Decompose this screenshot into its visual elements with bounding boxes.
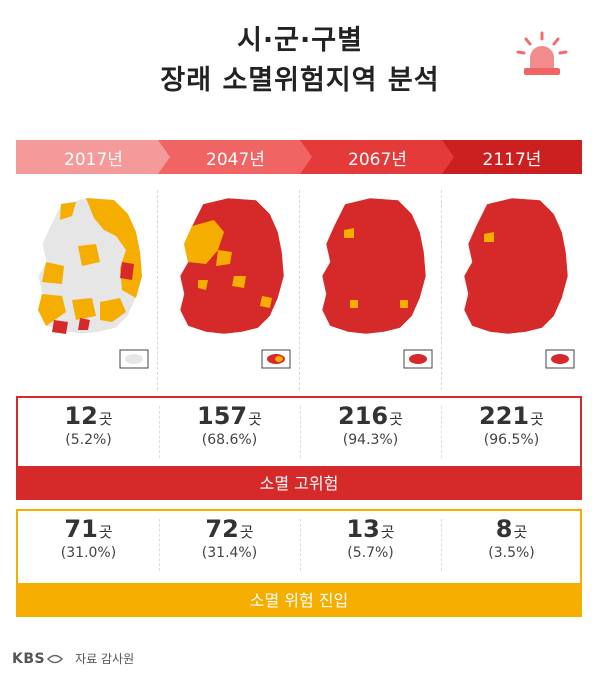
count: 71 <box>64 515 98 543</box>
risk-entry-2117: 8곳 (3.5%) <box>441 511 582 561</box>
risk-entry-2067: 13곳 (5.7%) <box>300 511 441 561</box>
percent: (96.5%) <box>483 432 540 448</box>
percent: (94.3%) <box>342 432 399 448</box>
risk-entry-label-bar: 소멸 위험 진입 <box>18 583 580 615</box>
unit: 곳 <box>239 523 254 541</box>
risk-entry-2017: 71곳 (31.0%) <box>18 511 159 561</box>
count: 72 <box>205 515 239 543</box>
risk-entry-panel: 71곳 (31.0%) 72곳 (31.4%) 13곳 (5.7%) 8곳 (3… <box>16 509 582 617</box>
count: 12 <box>64 402 98 430</box>
year-label: 2047년 <box>206 149 265 170</box>
year-label: 2017년 <box>64 149 123 170</box>
high-risk-2047: 157곳 (68.6%) <box>159 398 300 448</box>
kbs-logo: KBS <box>12 650 46 667</box>
year-label: 2117년 <box>482 149 542 170</box>
unit: 곳 <box>513 523 528 541</box>
footer: KBS 자료 감사원 <box>12 650 134 667</box>
unit: 곳 <box>380 523 395 541</box>
year-headers: 2017년 2047년 2067년 2117년 <box>16 140 582 174</box>
high-risk-2017: 12곳 (5.2%) <box>18 398 159 448</box>
korea-map-2117 <box>463 197 575 369</box>
count: 221 <box>479 402 530 430</box>
percent: (31.4%) <box>201 545 258 561</box>
unit: 곳 <box>248 410 262 428</box>
count: 157 <box>197 402 248 430</box>
high-risk-2117: 221곳 (96.5%) <box>441 398 582 448</box>
percent: (31.0%) <box>60 545 117 561</box>
count: 8 <box>495 515 513 543</box>
year-header-2117: 2117년 <box>442 140 582 174</box>
high-risk-label-bar: 소멸 고위험 <box>18 466 580 498</box>
unit: 곳 <box>98 410 113 428</box>
year-header-2017: 2017년 <box>16 140 171 174</box>
high-risk-panel: 12곳 (5.2%) 157곳 (68.6%) 216곳 (94.3%) 221… <box>16 396 582 500</box>
count: 13 <box>346 515 380 543</box>
percent: (5.2%) <box>65 432 112 448</box>
kbs-logo-icon <box>47 654 64 663</box>
risk-entry-2047: 72곳 (31.4%) <box>159 511 300 561</box>
korea-map-2017 <box>37 197 149 369</box>
high-risk-2067: 216곳 (94.3%) <box>300 398 441 448</box>
unit: 곳 <box>389 410 403 428</box>
year-header-2067: 2067년 <box>300 140 455 174</box>
percent: (5.7%) <box>347 545 394 561</box>
unit: 곳 <box>98 523 113 541</box>
korea-map-2067 <box>321 197 433 369</box>
korea-map-2047 <box>179 197 291 369</box>
percent: (68.6%) <box>201 432 258 448</box>
title-line-1: 시·군·구별 <box>237 25 363 56</box>
source-text: 자료 감사원 <box>75 652 135 666</box>
siren-icon <box>516 31 568 75</box>
year-header-2047: 2047년 <box>158 140 313 174</box>
percent: (3.5%) <box>488 545 535 561</box>
count: 216 <box>338 402 389 430</box>
title-line-2: 장래 소멸위험지역 분석 <box>160 65 440 96</box>
unit: 곳 <box>530 410 544 428</box>
maps-row <box>16 180 582 385</box>
year-label: 2067년 <box>348 149 407 170</box>
